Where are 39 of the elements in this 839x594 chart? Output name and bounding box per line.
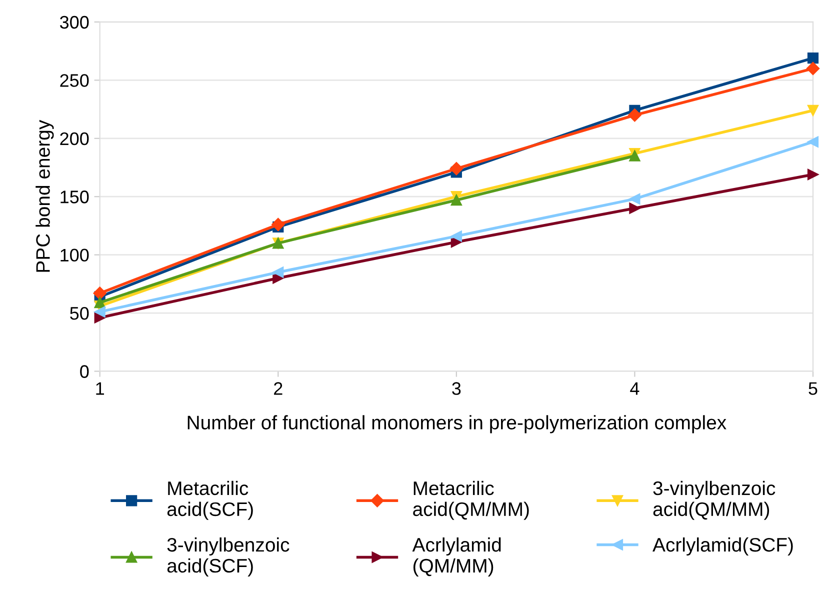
- legend-label: Metacrilic acid(QM/MM): [413, 480, 529, 520]
- point: [807, 104, 819, 116]
- x-tick-label: 1: [96, 382, 104, 395]
- y-tick-label: 100: [60, 248, 89, 262]
- y-tick-label: 200: [60, 132, 89, 146]
- legend-label: Acrlylamid(SCF): [652, 537, 793, 556]
- legend-label: Metacrilic acid(SCF): [167, 480, 253, 520]
- point: [94, 312, 106, 324]
- y-tick-label: 250: [60, 74, 89, 87]
- point: [806, 62, 820, 76]
- point: [629, 150, 640, 162]
- legend-label: Acrlylamid (QM/MM): [412, 537, 501, 576]
- x-tick-label: 2: [274, 382, 282, 395]
- point: [807, 136, 819, 148]
- x-tick-label: 5: [808, 382, 818, 395]
- y-tick-label: 300: [60, 16, 89, 29]
- point: [94, 306, 106, 318]
- y-tick-label: 0: [80, 365, 89, 378]
- point: [450, 162, 464, 176]
- point: [628, 108, 642, 122]
- point: [807, 168, 819, 180]
- point: [450, 230, 462, 242]
- legend-label: 3-vinylbenzoic acid(SCF): [167, 537, 290, 576]
- x-tick-label: 3: [452, 382, 461, 395]
- point: [807, 52, 819, 64]
- x-tick-label: 4: [630, 382, 640, 395]
- point: [272, 266, 284, 278]
- point: [450, 194, 462, 206]
- point: [94, 297, 106, 308]
- y-axis-title: PPC bond energy: [36, 120, 54, 272]
- point: [629, 193, 640, 204]
- y-tick-label: 150: [60, 190, 89, 204]
- point: [93, 286, 106, 300]
- point: [629, 202, 640, 214]
- legend-label: 3-vinylbenzoic acid(QM/MM): [653, 480, 776, 520]
- point: [272, 218, 285, 232]
- x-axis-title: Number of functional monomers in pre-polymerization complex: [188, 415, 726, 434]
- point: [272, 272, 284, 284]
- y-tick-label: 50: [70, 306, 89, 320]
